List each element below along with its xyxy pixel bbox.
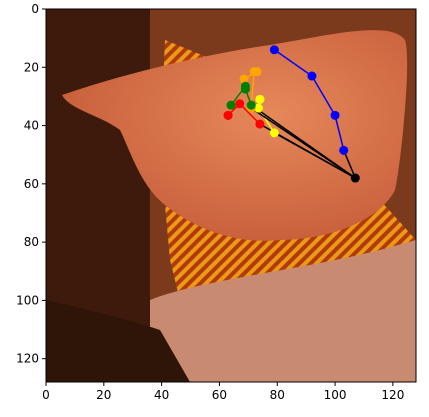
x-axis: 0 20 40 60 80 100 120 [42, 382, 404, 402]
plot-frame [45, 8, 417, 383]
keypoints [223, 45, 360, 183]
y-tick-label-6: 120 [16, 352, 39, 366]
x-tick-label-6: 120 [381, 388, 404, 402]
keypoint-4-0 [255, 119, 265, 129]
keypoint-3-0 [246, 100, 256, 110]
keypoint-1-3 [255, 94, 265, 104]
x-tick-label-4: 80 [270, 388, 285, 402]
y-tick-label-0: 0 [31, 2, 39, 16]
x-tick-label-3: 60 [212, 388, 227, 402]
palm-line-3 [250, 104, 356, 179]
keypoint-1-0 [269, 128, 279, 138]
keypoint-0-1 [330, 110, 340, 120]
y-tick-label-4: 80 [24, 235, 39, 249]
wrist-keypoint [350, 173, 360, 183]
y-axis: 0 20 40 60 80 100 120 [16, 2, 46, 366]
y-tick-label-2: 40 [24, 119, 39, 133]
y-tick-label-1: 20 [24, 60, 39, 74]
keypoint-1-1 [253, 103, 263, 113]
y-tick-label-3: 60 [24, 177, 39, 191]
keypoint-4-3 [223, 110, 233, 120]
x-tick-label-2: 40 [154, 388, 169, 402]
keypoint-4-1 [235, 99, 245, 109]
keypoint-3-3 [226, 100, 236, 110]
x-tick-label-1: 20 [96, 388, 111, 402]
keypoint-3-2 [240, 81, 250, 91]
finger-line-0 [273, 49, 345, 151]
x-tick-label-5: 100 [324, 388, 347, 402]
x-tick-label-0: 0 [42, 388, 50, 402]
keypoint-2-2 [252, 67, 262, 77]
hand-photo [46, 9, 416, 382]
y-tick-label-5: 100 [16, 293, 39, 307]
palm-line-0 [343, 150, 356, 179]
keypoint-0-2 [307, 71, 317, 81]
keypoint-0-3 [269, 45, 279, 55]
keypoint-0-0 [339, 145, 349, 155]
keypoint-2-3 [239, 74, 249, 84]
